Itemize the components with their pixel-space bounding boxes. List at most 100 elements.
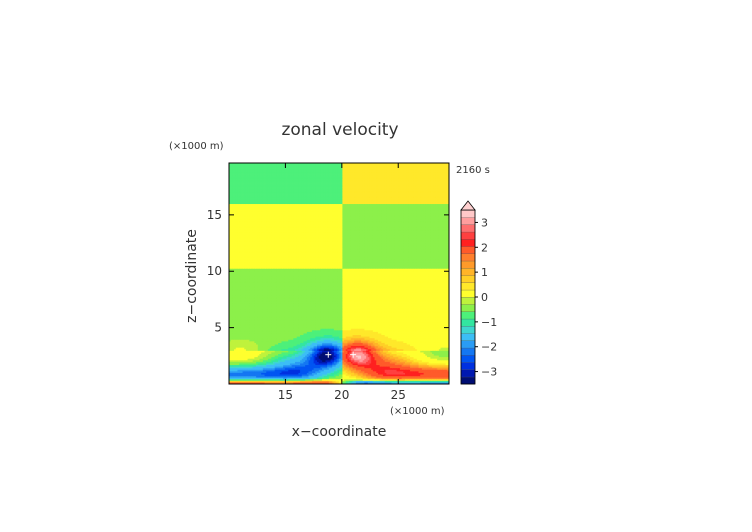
heatmap-cell [273,219,276,222]
heatmap-cell [345,164,348,167]
heatmap-cell [420,174,423,177]
heatmap-cell [443,183,447,186]
heatmap-cell [325,188,328,191]
heatmap-cell [276,177,279,180]
heatmap-cell [401,189,404,192]
heatmap-cell [425,207,428,210]
heatmap-cell [283,200,286,203]
heatmap-cell [430,178,433,181]
heatmap-cell [330,183,333,186]
heatmap-cell [271,175,274,178]
heatmap-cell [410,208,413,211]
heatmap-cell [295,213,298,216]
heatmap-cell [433,188,436,191]
heatmap-cell [288,166,291,169]
heatmap-cell [413,218,416,221]
heatmap-cell [389,172,392,175]
heatmap-cell [305,180,308,183]
heatmap-cell [332,216,335,219]
heatmap-cell [410,169,413,172]
heatmap-cell [256,215,259,218]
heatmap-cell [435,170,438,173]
heatmap-cell [279,170,282,173]
heatmap-cell [322,166,325,169]
heatmap-cell [232,211,235,214]
heatmap-cell [377,194,381,197]
heatmap-cell [355,196,359,199]
heatmap-cell [369,175,372,178]
heatmap-cell [401,205,404,208]
heatmap-cell [330,180,333,183]
heatmap-cell [442,166,445,169]
heatmap-cell [291,219,294,222]
heatmap-cell [300,177,303,180]
heatmap-cell [420,180,423,183]
heatmap-cell [349,181,352,184]
heatmap-cell [278,215,281,218]
heatmap-cell [435,194,438,197]
heatmap-cell [403,213,406,216]
heatmap-cell [381,210,384,213]
heatmap-cell [242,169,245,172]
heatmap-cell [396,169,399,172]
heatmap-cell [421,210,425,213]
heatmap-cell [311,211,315,214]
heatmap-cell [320,172,323,175]
heatmap-cell [235,207,238,210]
heatmap-cell [415,180,418,183]
heatmap-cell [273,166,276,169]
heatmap-cell [251,163,254,165]
heatmap-cell [408,181,411,184]
heatmap-cell [289,192,293,195]
heatmap-cell [394,188,397,191]
heatmap-cell [264,192,267,195]
heatmap-cell [355,191,359,194]
heatmap-cell [247,219,250,222]
heatmap-cell [306,194,309,197]
heatmap-cell [322,163,325,165]
heatmap-cell [362,197,365,200]
heatmap-cell [344,183,347,186]
heatmap-cell [318,211,321,214]
heatmap-cell [408,208,411,211]
heatmap-cell [308,211,311,214]
heatmap-cell [443,207,447,210]
heatmap-cell [445,194,448,197]
heatmap-cell [298,170,301,173]
heatmap-cell [445,175,448,178]
heatmap-cell [333,164,337,167]
heatmap-cell [229,172,232,175]
heatmap-cell [308,205,311,208]
heatmap-cell [318,166,321,169]
heatmap-cell [416,197,419,200]
heatmap-cell [267,210,271,213]
heatmap-cell [313,167,316,170]
heatmap-cell [315,181,318,184]
heatmap-cell [306,174,309,177]
heatmap-cell [388,205,391,208]
heatmap-cell [357,204,360,207]
heatmap-cell [384,197,387,200]
heatmap-cell [264,163,267,165]
heatmap-cell [256,202,259,205]
heatmap-cell [376,169,379,172]
heatmap-cell [311,215,315,218]
heatmap-cell [339,178,342,181]
heatmap-cell [377,208,381,211]
heatmap-cell [245,196,249,199]
heatmap-cell [442,199,445,202]
heatmap-cell [237,219,240,222]
heatmap-cell [311,181,315,184]
heatmap-cell [428,183,431,186]
heatmap-cell [427,218,430,221]
heatmap-cell [245,164,249,167]
heatmap-cell [281,180,284,183]
heatmap-cell [393,213,396,216]
heatmap-cell [281,163,284,165]
heatmap-cell [267,213,271,216]
heatmap-cell [310,194,313,197]
heatmap-cell [371,186,374,189]
heatmap-cell [295,210,298,213]
heatmap-cell [332,213,335,216]
heatmap-cell [394,177,397,180]
